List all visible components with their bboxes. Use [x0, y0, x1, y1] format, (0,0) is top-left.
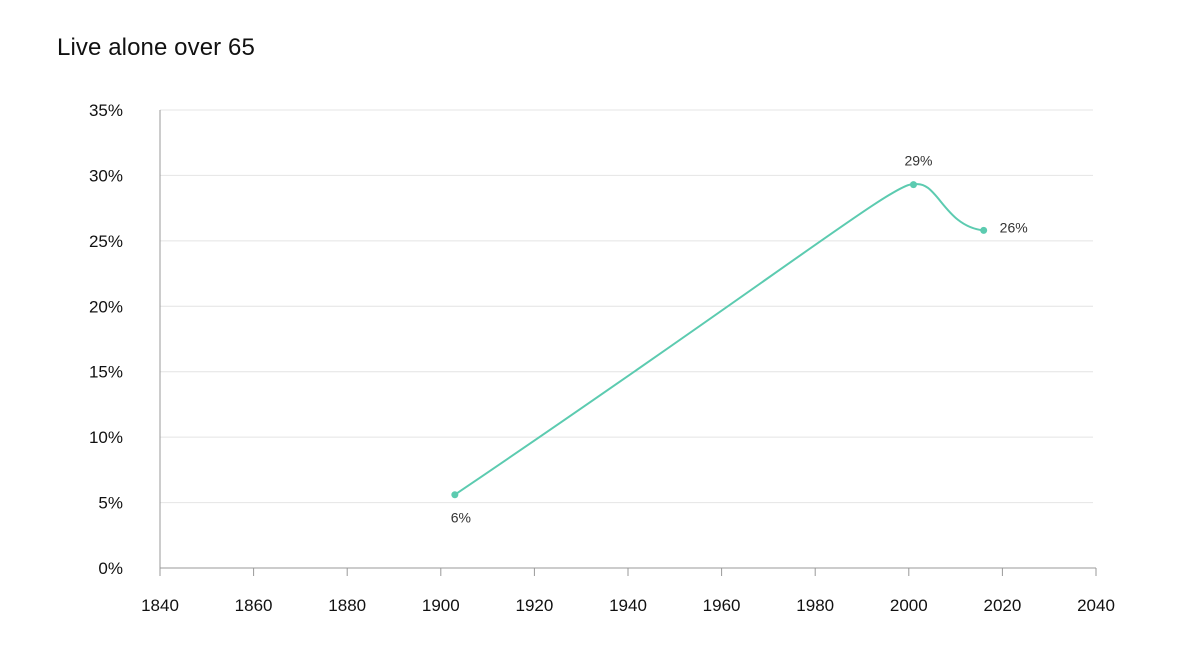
chart-title: Live alone over 65: [57, 34, 255, 61]
y-tick-label: 30%: [89, 166, 123, 185]
data-point: [980, 226, 988, 234]
y-tick-label: 0%: [98, 559, 123, 578]
x-tick-label: 2000: [890, 596, 928, 615]
x-tick-label: 1940: [609, 596, 647, 615]
x-tick-label: 1980: [796, 596, 834, 615]
x-tick-label: 1840: [141, 596, 179, 615]
x-tick-label: 1860: [235, 596, 273, 615]
x-tick-label: 1880: [328, 596, 366, 615]
x-tick-label: 2020: [983, 596, 1021, 615]
series-line: [454, 183, 984, 496]
y-tick-label: 10%: [89, 428, 123, 447]
x-tick-label: 1960: [703, 596, 741, 615]
y-tick-label: 5%: [98, 494, 123, 513]
data-label: 26%: [1000, 219, 1028, 235]
grid-lines: [160, 109, 1093, 504]
x-axis-ticks: 1840 1860 1880 1900 1920 1940 1960 1980 2000 2020…: [141, 568, 1115, 615]
y-axis-ticks: 0% 5% 10% 15% 20% 25% 30% 35%: [89, 101, 123, 578]
data-point: [909, 181, 917, 189]
x-tick-label: 1900: [422, 596, 460, 615]
y-tick-label: 25%: [89, 232, 123, 251]
y-tick-label: 15%: [89, 363, 123, 382]
y-tick-label: 20%: [89, 297, 123, 316]
x-tick-label: 1920: [515, 596, 553, 615]
series: 6% 29% 26%: [451, 153, 1028, 526]
axes: [159, 110, 1096, 569]
x-tick-label: 2040: [1077, 596, 1115, 615]
data-point: [451, 491, 459, 499]
data-label: 6%: [451, 510, 471, 526]
data-label: 29%: [904, 153, 932, 169]
y-tick-label: 35%: [89, 101, 123, 120]
